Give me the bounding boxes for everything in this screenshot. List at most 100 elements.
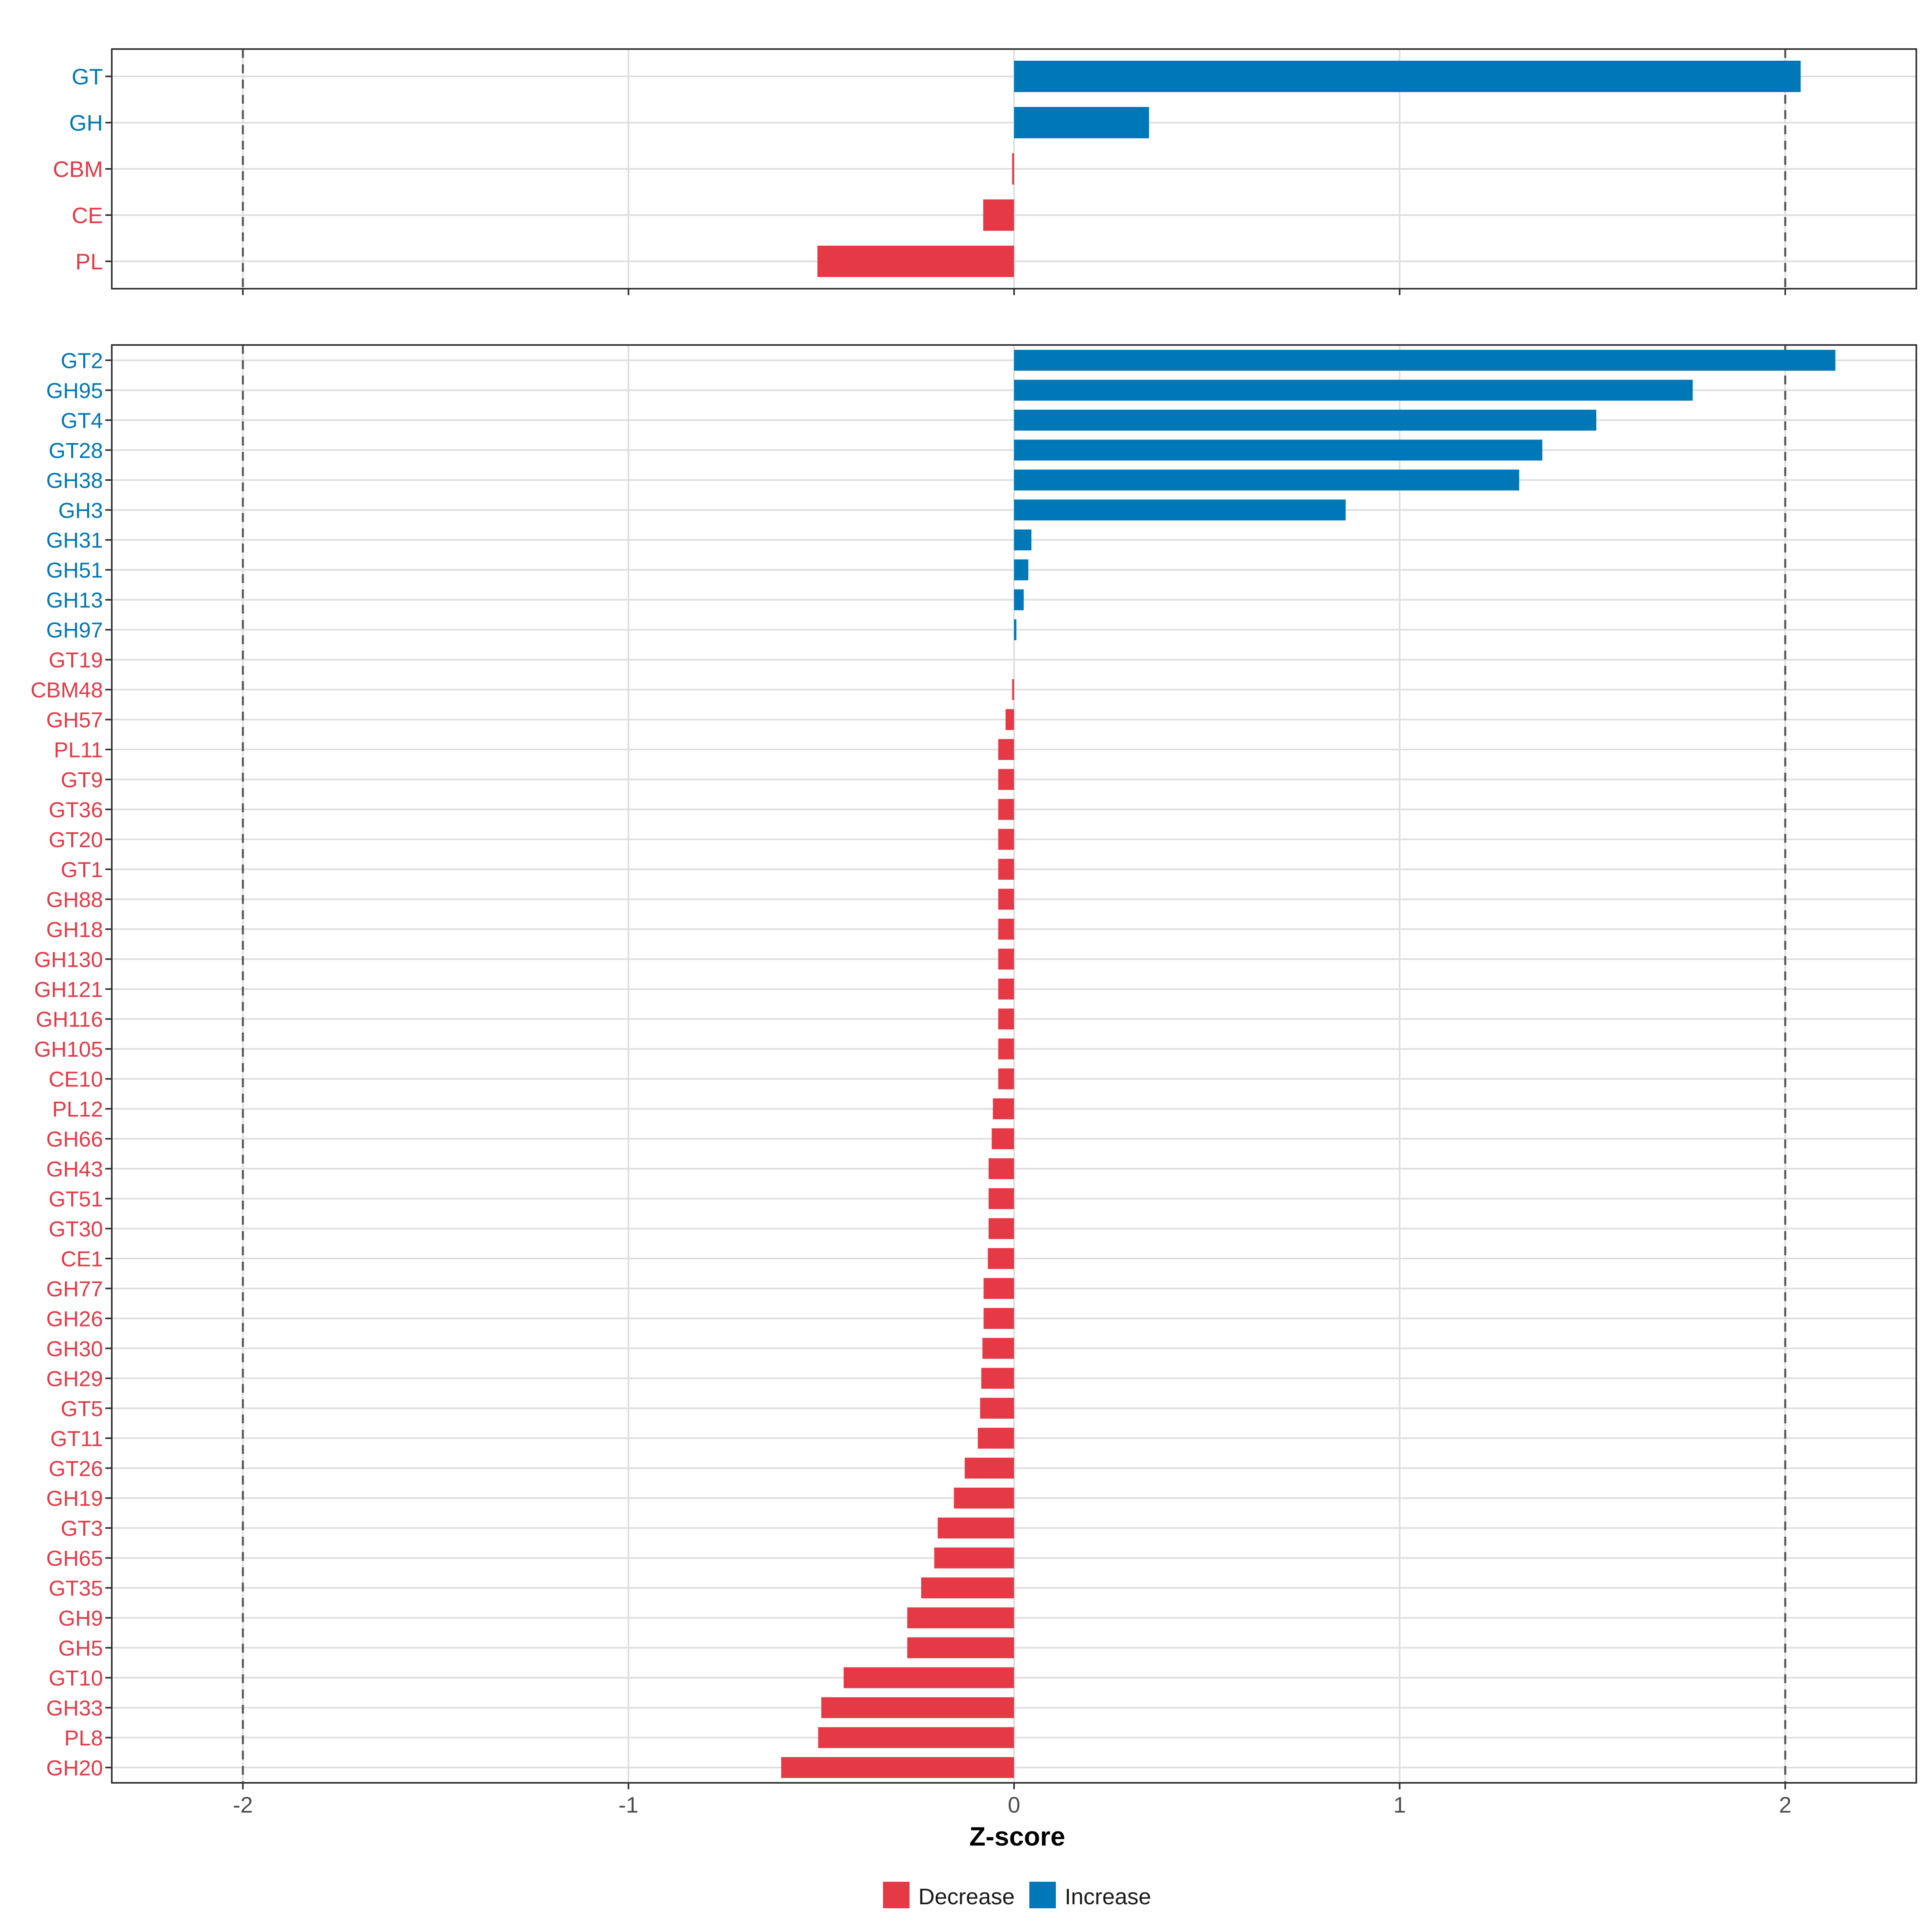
panel-border bbox=[111, 344, 1917, 1784]
bar-gh116 bbox=[998, 1008, 1014, 1030]
y-tick-label: GH121 bbox=[34, 977, 103, 1002]
y-tick-label: GH33 bbox=[46, 1696, 103, 1721]
y-tick-label: GT2 bbox=[61, 349, 103, 373]
bar-gt9 bbox=[998, 769, 1014, 790]
bar-gh130 bbox=[998, 949, 1014, 970]
x-axis: -2 -1 0 1 2 bbox=[233, 1792, 1791, 1817]
bar-gt36 bbox=[998, 799, 1014, 820]
y-tick-label: GH51 bbox=[46, 558, 103, 583]
y-tick-label: PL11 bbox=[54, 738, 103, 762]
y-tick-label: GH130 bbox=[34, 948, 103, 972]
x-tick-label: 0 bbox=[1008, 1792, 1020, 1817]
bar-gh19 bbox=[954, 1487, 1014, 1509]
bar-gh26 bbox=[983, 1308, 1014, 1329]
bar-gt20 bbox=[998, 829, 1014, 850]
y-tick-label: GT9 bbox=[61, 768, 103, 792]
y-tick-label: GH19 bbox=[46, 1486, 103, 1511]
legend-swatch-decrease bbox=[883, 1882, 910, 1908]
bar-cbm bbox=[1012, 153, 1014, 185]
bar-gh51 bbox=[1014, 559, 1029, 581]
bar-gh13 bbox=[1014, 589, 1024, 610]
bar-ce1 bbox=[988, 1248, 1014, 1269]
bar-gh9 bbox=[907, 1607, 1014, 1628]
x-tick-label: 1 bbox=[1393, 1792, 1406, 1817]
bar-gh57 bbox=[1005, 709, 1014, 730]
panel-border bbox=[111, 48, 1917, 289]
bar-pl8 bbox=[818, 1727, 1014, 1748]
top-panel: GT GH CBM CE PL bbox=[53, 48, 1917, 295]
bar-gt51 bbox=[988, 1188, 1014, 1209]
bar-gh38 bbox=[1014, 469, 1519, 491]
x-axis-title: Z-score bbox=[969, 1821, 1065, 1851]
bar-gh43 bbox=[988, 1158, 1014, 1179]
bar-ce10 bbox=[998, 1068, 1014, 1090]
bar-gh20 bbox=[781, 1757, 1014, 1778]
x-tick-label: -2 bbox=[233, 1792, 253, 1817]
y-tick-label: GT19 bbox=[49, 648, 103, 672]
bar-cbm48 bbox=[1012, 679, 1014, 700]
bar-gh31 bbox=[1014, 529, 1032, 550]
y-tick-label: PL12 bbox=[52, 1097, 103, 1121]
y-tick-label: CE bbox=[72, 203, 103, 228]
y-tick-label: CE10 bbox=[49, 1068, 103, 1092]
y-tick-label: GH bbox=[69, 110, 103, 136]
y-tick-label: GH5 bbox=[58, 1636, 103, 1661]
bar-gt2 bbox=[1014, 350, 1836, 371]
bar-gh105 bbox=[998, 1038, 1014, 1059]
bar-gh88 bbox=[998, 889, 1014, 910]
y-tick-label: CE1 bbox=[61, 1247, 103, 1271]
y-tick-label: GH43 bbox=[46, 1157, 103, 1181]
y-tick-label: CBM48 bbox=[31, 678, 103, 702]
bar-gh77 bbox=[983, 1278, 1014, 1299]
bar-gh30 bbox=[982, 1338, 1014, 1359]
bottom-panel: GT2 GH95 GT4 GT28 GH38 GH3 GH31 GH51 GH13 GH97 GT1… bbox=[31, 344, 1917, 1789]
legend-swatch-increase bbox=[1029, 1882, 1056, 1908]
y-tick-label: GH77 bbox=[46, 1277, 103, 1301]
y-tick-label: GH66 bbox=[46, 1127, 103, 1152]
bar-gt1 bbox=[998, 858, 1014, 880]
bar-gt35 bbox=[921, 1577, 1014, 1599]
bar-gh29 bbox=[981, 1367, 1014, 1389]
bar-ce bbox=[983, 199, 1014, 231]
bar-pl bbox=[817, 246, 1014, 277]
y-tick-label: GT10 bbox=[49, 1666, 103, 1690]
y-tick-label: GT5 bbox=[61, 1397, 103, 1421]
y-tick-label: GH29 bbox=[46, 1367, 103, 1391]
y-tick-label: PL bbox=[76, 249, 103, 274]
bar-gt10 bbox=[844, 1667, 1014, 1688]
bar-gh121 bbox=[998, 978, 1014, 1000]
y-tick-label: GT36 bbox=[49, 798, 103, 822]
y-tick-label: GH13 bbox=[46, 588, 103, 612]
bar-gh bbox=[1014, 107, 1149, 138]
y-tick-label: GH18 bbox=[46, 918, 103, 942]
bar-gt30 bbox=[988, 1218, 1014, 1239]
y-tick-label: GT20 bbox=[49, 828, 103, 852]
y-tick-label: GT11 bbox=[50, 1427, 103, 1451]
legend-label-increase: Increase bbox=[1065, 1884, 1151, 1909]
bar-pl12 bbox=[993, 1098, 1014, 1119]
y-tick-label: GH95 bbox=[46, 379, 103, 403]
bar-gt11 bbox=[977, 1427, 1014, 1449]
y-tick-label: GT4 bbox=[61, 409, 103, 433]
y-tick-label: CBM bbox=[53, 156, 103, 182]
y-tick-label: GT51 bbox=[49, 1187, 103, 1211]
y-tick-label: GH31 bbox=[46, 528, 103, 552]
bar-gh3 bbox=[1014, 499, 1346, 521]
legend-label-decrease: Decrease bbox=[918, 1884, 1015, 1909]
y-tick-label: GH65 bbox=[46, 1546, 103, 1571]
y-tick-label: GT30 bbox=[49, 1217, 103, 1241]
bar-gt bbox=[1014, 61, 1801, 92]
bar-gh97 bbox=[1014, 619, 1016, 641]
y-tick-label: GH20 bbox=[46, 1756, 103, 1780]
y-tick-label: GT35 bbox=[49, 1577, 103, 1601]
y-tick-label: GT26 bbox=[49, 1457, 103, 1481]
y-tick-label: GH38 bbox=[46, 468, 103, 493]
bar-gt28 bbox=[1014, 439, 1542, 461]
y-tick-label: GT1 bbox=[61, 858, 103, 882]
bar-gt26 bbox=[965, 1458, 1014, 1479]
y-tick-label: GH3 bbox=[58, 499, 103, 523]
y-tick-label: GH26 bbox=[46, 1307, 103, 1331]
y-tick-label: PL8 bbox=[64, 1726, 103, 1750]
